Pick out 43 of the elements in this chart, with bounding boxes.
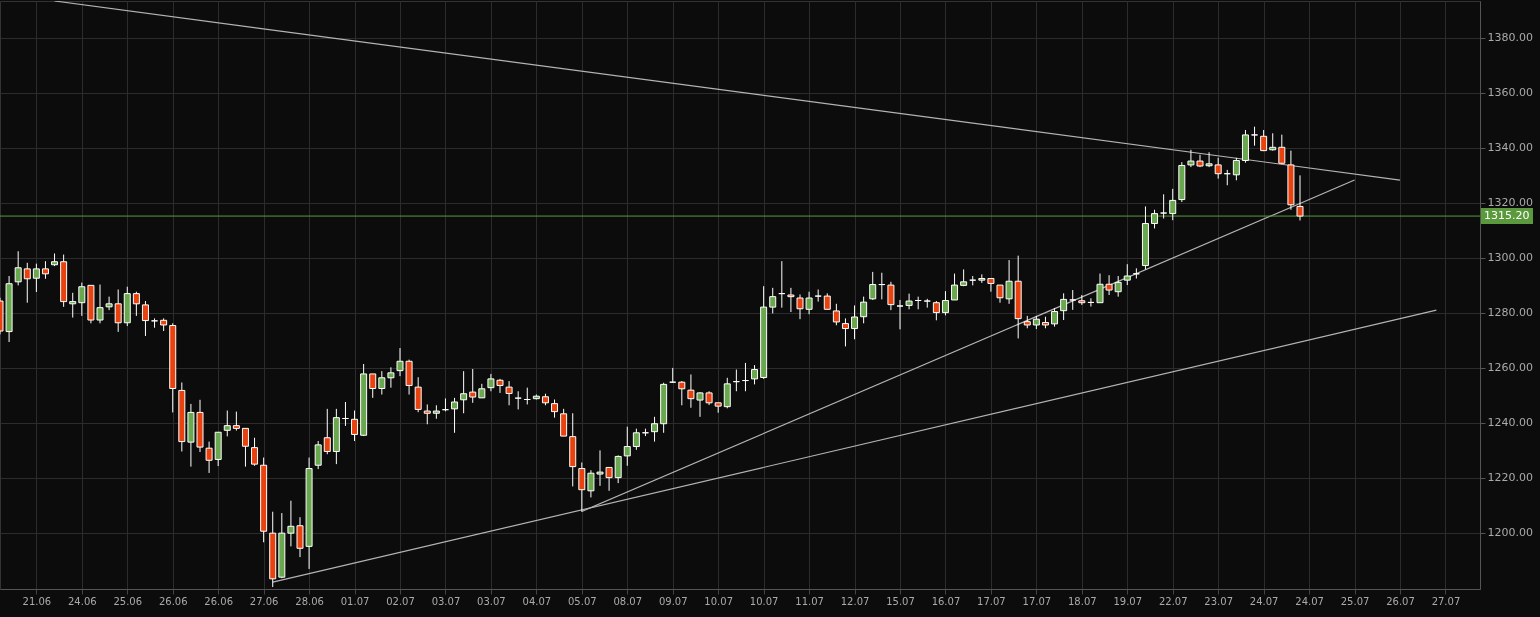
x-tick-label: 19.07 <box>1113 595 1143 607</box>
x-tick-label: 03.07 <box>431 595 461 607</box>
x-tick-label: 27.07 <box>1431 595 1461 607</box>
x-tick-label: 11.07 <box>795 595 824 607</box>
x-tick-label: 23.07 <box>1204 595 1233 607</box>
y-tick-label: 1340.00 <box>1487 141 1533 155</box>
x-tick-label: 08.07 <box>613 595 643 607</box>
x-tick-label: 24.07 <box>1295 595 1324 607</box>
x-tick-label: 25.06 <box>113 595 143 607</box>
x-tick-label: 10.07 <box>749 595 779 607</box>
y-tick-label: 1300.00 <box>1487 251 1533 265</box>
x-tick-label: 21.06 <box>22 595 52 607</box>
x-tick-label: 01.07 <box>340 595 370 607</box>
x-tick-label: 10.07 <box>704 595 733 607</box>
ref-line-label: 1315.20 <box>1484 209 1530 223</box>
y-tick-label: 1380.00 <box>1487 31 1533 45</box>
x-tick-label: 27.06 <box>249 595 279 607</box>
x-tick-label: 02.07 <box>386 595 415 607</box>
x-tick-label: 17.07 <box>977 595 1006 607</box>
y-tick-label: 1280.00 <box>1487 306 1533 320</box>
y-tick-label: 1200.00 <box>1487 526 1533 540</box>
x-tick-label: 15.07 <box>886 595 915 607</box>
y-tick-label: 1240.00 <box>1487 416 1533 430</box>
x-tick-label: 05.07 <box>568 595 597 607</box>
x-tick-label: 26.07 <box>1386 595 1415 607</box>
x-tick-label: 24.07 <box>1249 595 1279 607</box>
y-tick-label: 1360.00 <box>1487 86 1533 100</box>
x-tick-label: 12.07 <box>840 595 870 607</box>
x-tick-label: 25.07 <box>1340 595 1370 607</box>
x-tick-label: 17.07 <box>1022 595 1052 607</box>
x-tick-label: 26.06 <box>158 595 188 607</box>
x-tick-label: 26.06 <box>204 595 233 607</box>
y-tick-label: 1320.00 <box>1487 196 1533 210</box>
x-tick-label: 18.07 <box>1068 595 1097 607</box>
x-tick-label: 22.07 <box>1158 595 1188 607</box>
y-tick-label: 1220.00 <box>1487 471 1533 485</box>
x-tick-label: 16.07 <box>931 595 961 607</box>
x-tick-label: 04.07 <box>522 595 552 607</box>
x-tick-label: 28.06 <box>295 595 324 607</box>
x-tick-label: 24.06 <box>68 595 97 607</box>
x-tick-label: 03.07 <box>477 595 506 607</box>
y-tick-label: 1260.00 <box>1487 361 1533 375</box>
x-tick-label: 09.07 <box>658 595 688 607</box>
